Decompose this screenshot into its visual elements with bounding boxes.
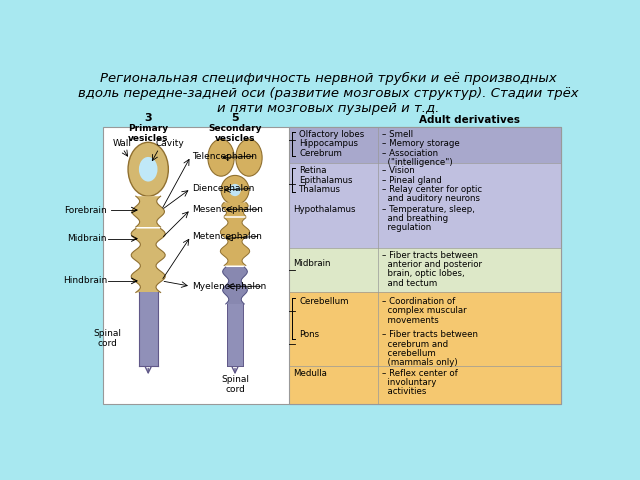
Text: and breathing: and breathing: [382, 214, 449, 223]
Text: anterior and posterior: anterior and posterior: [382, 260, 483, 269]
Text: – Coordination of: – Coordination of: [382, 297, 456, 306]
Text: Midbrain: Midbrain: [293, 260, 331, 268]
Text: movements: movements: [382, 316, 439, 324]
Bar: [289, 127, 561, 163]
Text: Epithalamus: Epithalamus: [300, 176, 353, 184]
Text: – Memory storage: – Memory storage: [382, 139, 460, 148]
Text: – Relay center for optic: – Relay center for optic: [382, 185, 483, 194]
Bar: [289, 163, 561, 248]
Text: activities: activities: [382, 387, 427, 396]
Text: 3: 3: [145, 113, 152, 123]
Text: ("intelligence"): ("intelligence"): [382, 158, 453, 167]
Text: Hippocampus: Hippocampus: [300, 139, 358, 148]
Text: regulation: regulation: [382, 223, 431, 232]
Text: Cerebellum: Cerebellum: [300, 297, 349, 306]
Text: Myelencephalon: Myelencephalon: [193, 282, 267, 291]
Text: Wall: Wall: [113, 139, 132, 148]
Text: Primary
vesicles: Primary vesicles: [128, 124, 168, 143]
Bar: [289, 366, 561, 404]
Bar: [289, 292, 561, 366]
Text: Retina: Retina: [300, 166, 327, 175]
Ellipse shape: [139, 157, 157, 181]
Text: – Fiber tracts between: – Fiber tracts between: [382, 330, 478, 339]
Ellipse shape: [208, 139, 234, 176]
Text: – Vision: – Vision: [382, 166, 415, 175]
Text: Secondary
vesicles: Secondary vesicles: [208, 124, 262, 143]
Text: – Smell: – Smell: [382, 130, 413, 139]
Text: Региональная специфичность нервной трубки и её производных
вдоль передне-задней : Региональная специфичность нервной трубк…: [77, 72, 579, 115]
Text: Hindbrain: Hindbrain: [63, 276, 107, 286]
Text: – Temperature, sleep,: – Temperature, sleep,: [382, 205, 475, 214]
Text: Spinal
cord: Spinal cord: [221, 375, 249, 394]
Text: cerebellum: cerebellum: [382, 349, 436, 358]
Text: 5: 5: [231, 113, 239, 123]
Text: Telencephalon: Telencephalon: [193, 152, 257, 161]
Text: involuntary: involuntary: [382, 378, 436, 387]
Text: Pons: Pons: [300, 330, 319, 339]
Text: Thalamus: Thalamus: [300, 185, 341, 194]
Text: and auditory neurons: and auditory neurons: [382, 194, 480, 203]
Ellipse shape: [128, 142, 168, 196]
Text: Adult derivatives: Adult derivatives: [419, 115, 520, 125]
Bar: [103, 127, 561, 404]
Text: Hypothalamus: Hypothalamus: [293, 205, 356, 214]
Text: and tectum: and tectum: [382, 279, 438, 288]
Text: Diencephalon: Diencephalon: [193, 184, 255, 193]
Text: – Association: – Association: [382, 149, 438, 157]
Text: Cavity: Cavity: [156, 139, 185, 148]
Text: – Reflex center of: – Reflex center of: [382, 369, 458, 378]
Text: (mammals only): (mammals only): [382, 358, 458, 367]
Text: Mesencephalon: Mesencephalon: [193, 205, 263, 214]
Text: Forebrain: Forebrain: [65, 205, 107, 215]
Ellipse shape: [229, 184, 241, 196]
Text: complex muscular: complex muscular: [382, 306, 467, 315]
Text: Cerebrum: Cerebrum: [300, 149, 342, 157]
Text: Metencephalon: Metencephalon: [193, 232, 262, 241]
Text: – Pineal gland: – Pineal gland: [382, 176, 442, 184]
Text: Medulla: Medulla: [293, 369, 327, 378]
Ellipse shape: [236, 139, 262, 176]
Bar: [289, 127, 561, 404]
Text: Spinal
cord: Spinal cord: [93, 329, 121, 348]
Bar: [289, 248, 561, 292]
Text: – Fiber tracts between: – Fiber tracts between: [382, 251, 478, 260]
Text: cerebrum and: cerebrum and: [382, 339, 449, 348]
Ellipse shape: [221, 175, 249, 204]
Text: Midbrain: Midbrain: [68, 234, 107, 243]
Text: Olfactory lobes: Olfactory lobes: [300, 130, 365, 139]
Text: brain, optic lobes,: brain, optic lobes,: [382, 269, 465, 278]
